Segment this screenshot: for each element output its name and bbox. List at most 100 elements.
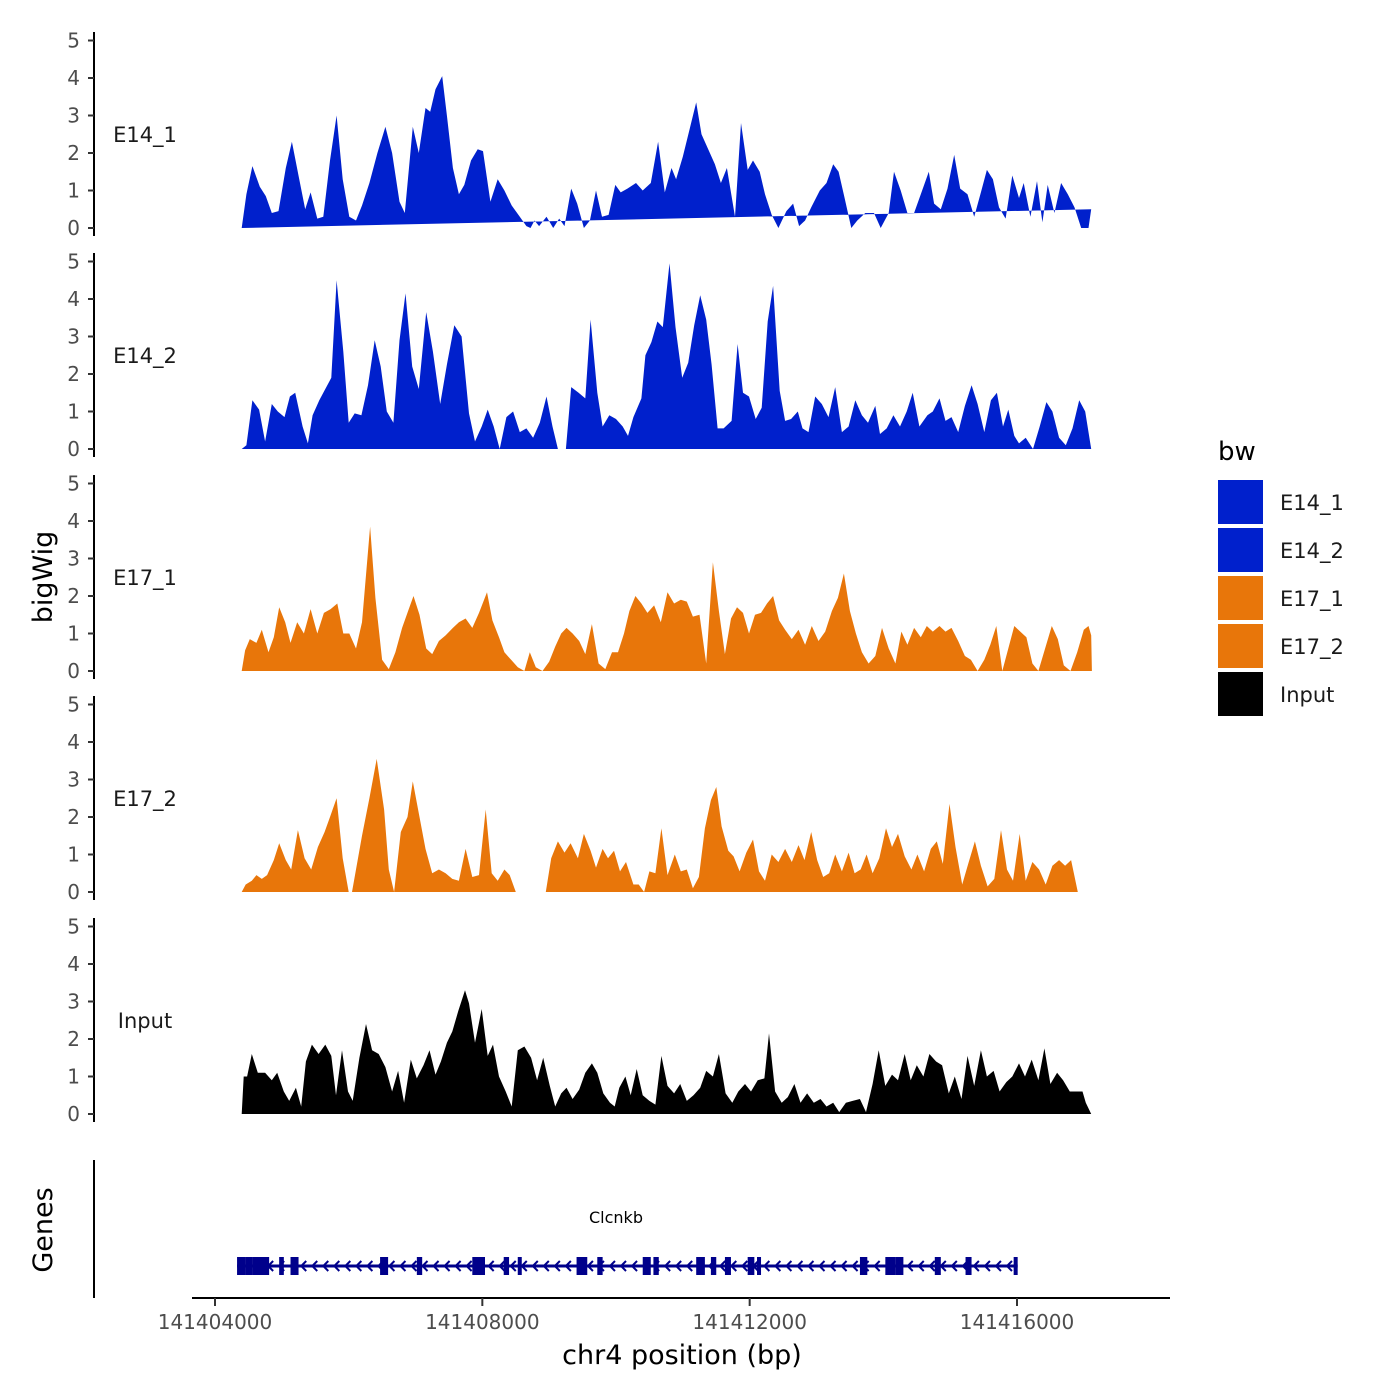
gene-exon	[576, 1257, 588, 1275]
x-axis: 141404000 141408000 141412000 141416000	[158, 1297, 1170, 1334]
coverage-area-Input	[241, 990, 1092, 1114]
y-tick-label: 0	[67, 659, 80, 683]
strand-arrow	[928, 1260, 936, 1272]
y-tick-label: 2	[67, 805, 80, 829]
gene-exon	[934, 1257, 941, 1275]
y-tick-label: 3	[67, 768, 80, 792]
strand-arrow	[718, 1260, 726, 1272]
strand-arrow	[619, 1260, 627, 1272]
y-tick-label: 4	[67, 952, 80, 976]
strand-arrow	[663, 1260, 671, 1272]
y-tick-label: 3	[67, 990, 80, 1014]
strand-arrow	[465, 1260, 473, 1272]
x-tick-label: 141412000	[692, 1310, 807, 1334]
strand-arrow	[818, 1260, 826, 1272]
strand-arrow	[796, 1260, 804, 1272]
strand-arrow	[983, 1260, 991, 1272]
strand-arrow	[851, 1260, 859, 1272]
y-tick-label: 5	[67, 693, 80, 717]
gene-exon	[252, 1257, 270, 1275]
y-tick-label: 1	[67, 843, 80, 867]
coverage-area-E14_2	[241, 263, 1092, 449]
track-label: E14_2	[113, 344, 177, 369]
x-tick-label: 141404000	[158, 1310, 273, 1334]
gene-exon	[597, 1257, 603, 1275]
coverage-area-E14_1	[241, 76, 1092, 228]
gene-exon	[747, 1257, 755, 1275]
y-tick-label: 5	[67, 915, 80, 939]
strand-arrow	[773, 1260, 782, 1272]
legend-swatch-E17_2	[1218, 624, 1263, 668]
track-E14_2: 0 1 2 3 4 5 E14_2	[67, 250, 1092, 461]
y-tick-label: 2	[67, 362, 80, 386]
y-tick-label: 2	[67, 141, 80, 165]
gene-exon	[696, 1257, 705, 1275]
gene-exon	[1013, 1257, 1018, 1275]
y-axis-title: bigWig	[28, 531, 59, 624]
strand-arrow	[443, 1260, 451, 1272]
gene-exon	[724, 1257, 731, 1275]
coverage-area-E17_2	[241, 758, 1092, 892]
legend-label-Input: Input	[1280, 683, 1334, 707]
y-tick-label: 1	[67, 622, 80, 646]
strand-arrow	[785, 1260, 793, 1272]
gene-exon	[279, 1257, 284, 1275]
track-label: Input	[118, 1009, 172, 1033]
strand-arrow	[807, 1260, 815, 1272]
y-tick-label: 0	[67, 1102, 80, 1126]
legend-swatch-E14_2	[1218, 528, 1263, 572]
legend-title: bw	[1218, 437, 1256, 467]
track-Input: 0 1 2 3 4 5 Input	[67, 915, 1092, 1126]
y-tick-label: 1	[67, 1065, 80, 1089]
y-tick-label: 0	[67, 880, 80, 904]
strand-arrow	[299, 1260, 307, 1272]
gene-panel: Clcnkb	[93, 1160, 1018, 1298]
gene-exon	[757, 1257, 762, 1275]
strand-arrow	[432, 1260, 440, 1272]
y-tick-label: 0	[67, 437, 80, 461]
strand-arrow	[365, 1260, 374, 1272]
y-tick-label: 1	[67, 400, 80, 424]
y-tick-label: 2	[67, 1027, 80, 1051]
strand-arrow	[873, 1260, 881, 1272]
x-tick-label: 141408000	[425, 1310, 540, 1334]
legend-label-E17_2: E17_2	[1280, 635, 1344, 660]
strand-arrow	[553, 1260, 561, 1272]
gene-exon	[642, 1257, 651, 1275]
gene-exon	[517, 1257, 522, 1275]
track-label: E17_2	[113, 787, 177, 812]
y-tick-label: 4	[67, 730, 80, 754]
strand-arrow	[630, 1260, 638, 1272]
legend-label-E17_1: E17_1	[1280, 587, 1344, 612]
gene-exon	[237, 1257, 246, 1275]
gene-exon	[885, 1257, 896, 1275]
gene-exon	[503, 1257, 510, 1275]
strand-arrow	[829, 1260, 837, 1272]
strand-arrow	[840, 1260, 848, 1272]
x-axis-title: chr4 position (bp)	[562, 1340, 802, 1371]
track-label: E14_1	[113, 123, 177, 148]
strand-arrow	[531, 1260, 539, 1272]
strand-arrow	[509, 1260, 517, 1272]
strand-arrow	[542, 1260, 550, 1272]
strand-arrow	[564, 1260, 572, 1272]
gene-exon	[380, 1257, 389, 1275]
y-tick-label: 5	[67, 472, 80, 496]
strand-arrow	[674, 1260, 682, 1272]
x-tick-label: 141416000	[960, 1310, 1075, 1334]
strand-arrow	[354, 1260, 363, 1272]
legend-swatch-Input	[1218, 672, 1263, 716]
strand-arrow	[685, 1260, 693, 1272]
strand-arrow	[950, 1260, 958, 1272]
strand-arrow	[343, 1260, 352, 1272]
strand-arrow	[454, 1260, 462, 1272]
track-E14_1: 0 1 2 3 4 5 E14_1	[67, 29, 1092, 240]
track-E17_2: 0 1 2 3 4 5 E17_2	[67, 693, 1092, 904]
strand-arrow	[388, 1260, 396, 1272]
y-tick-label: 4	[67, 509, 80, 533]
gene-label: Clcnkb	[589, 1208, 643, 1227]
gene-exon	[245, 1257, 253, 1275]
gene-exon	[653, 1257, 659, 1275]
strand-arrow	[586, 1260, 594, 1272]
